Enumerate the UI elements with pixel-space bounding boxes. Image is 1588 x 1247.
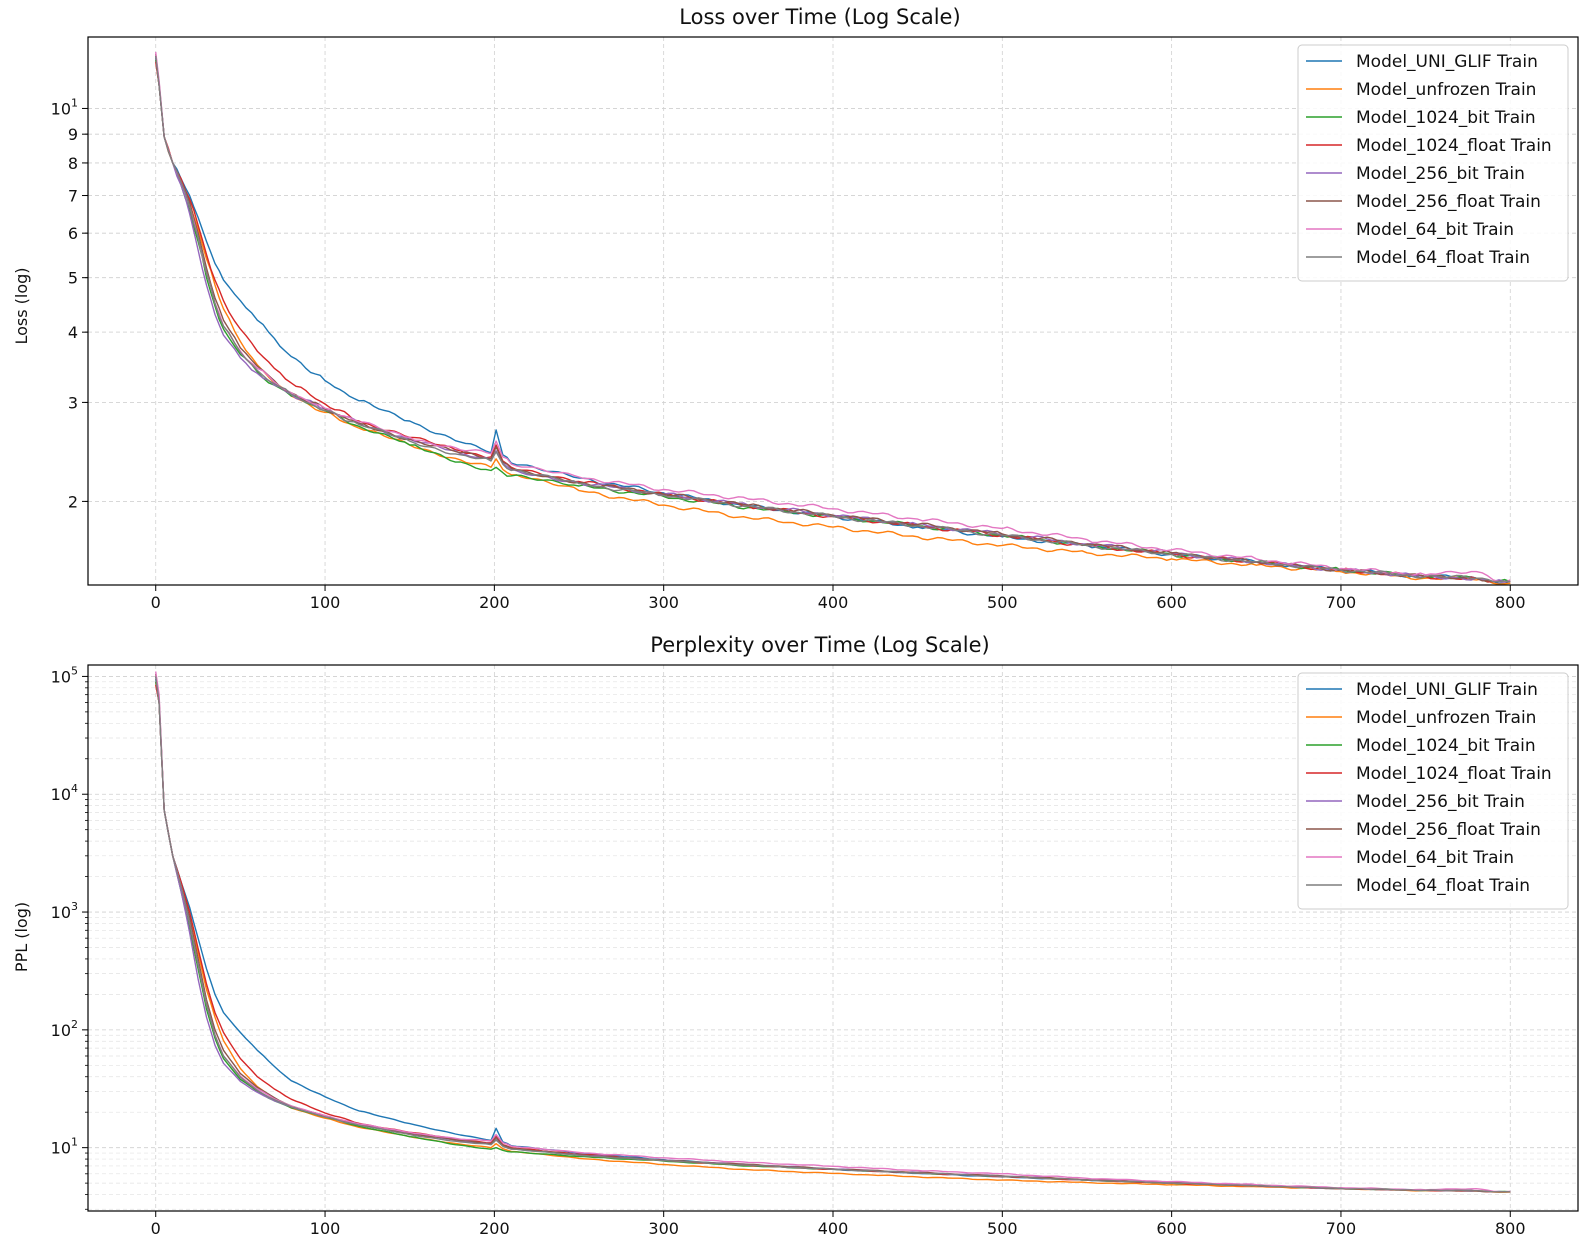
loss-legend-label: Model_64_float Train: [1356, 248, 1530, 268]
loss-legend-label: Model_1024_bit Train: [1356, 108, 1536, 128]
loss-x-tick-label: 600: [1156, 593, 1187, 612]
perplexity-series-lines: [155, 671, 1511, 1193]
perplexity-y-tick-label: 104: [51, 782, 78, 804]
perplexity-y-tick-label: 105: [51, 664, 78, 686]
loss-legend-label: Model_unfrozen Train: [1356, 80, 1536, 100]
perplexity-legend-label: Model_64_float Train: [1356, 876, 1530, 896]
perplexity-x-tick-label: 400: [818, 1219, 849, 1238]
perplexity-x-ticks: 0 100 200 300 400 500 600 700 800: [151, 1211, 1526, 1238]
perplexity-x-tick-label: 100: [310, 1219, 341, 1238]
loss-y-tick-label: 101: [51, 96, 78, 118]
loss-y-tick-label: 8: [68, 154, 78, 173]
perplexity-legend-label: Model_unfrozen Train: [1356, 708, 1536, 728]
perplexity-x-tick-label: 600: [1156, 1219, 1187, 1238]
loss-legend-label: Model_UNI_GLIF Train: [1356, 52, 1538, 72]
loss-series-line-model-64-float-train: [155, 55, 1511, 583]
perplexity-series-line-model-64-bit-train: [155, 671, 1511, 1193]
loss-series-line-model-64-bit-train: [155, 51, 1511, 583]
loss-series-lines: [155, 51, 1511, 585]
loss-legend: Model_UNI_GLIF Train Model_unfrozen Train…: [1297, 44, 1569, 282]
loss-y-tick-label: 2: [68, 492, 78, 511]
loss-chart-panel: Loss over Time (Log Scale) Loss (log) 0 1…: [12, 5, 1579, 612]
perplexity-legend-label: Model_UNI_GLIF Train: [1356, 680, 1538, 700]
perplexity-legend-label: Model_256_float Train: [1356, 820, 1541, 840]
loss-x-ticks: 0 100 200 300 400 500 600 700 800: [151, 585, 1526, 612]
perplexity-x-tick-label: 200: [479, 1219, 510, 1238]
perplexity-chart-panel: Perplexity over Time (Log Scale) PPL (lo…: [12, 633, 1579, 1238]
loss-y-tick-label: 5: [68, 269, 78, 288]
perplexity-y-tick-label: 103: [51, 900, 78, 922]
loss-y-tick-label: 3: [68, 393, 78, 412]
perplexity-x-tick-label: 300: [648, 1219, 679, 1238]
loss-y-ticks: 2 3 4 5 6 7 8 9 101: [51, 96, 88, 511]
perplexity-x-tick-label: 800: [1495, 1219, 1526, 1238]
loss-legend-label: Model_1024_float Train: [1356, 136, 1552, 156]
loss-x-tick-label: 100: [310, 593, 341, 612]
perplexity-y-tick-label: 101: [51, 1136, 78, 1158]
loss-legend-label: Model_64_bit Train: [1356, 220, 1514, 240]
perplexity-legend-box: [1297, 672, 1569, 910]
perplexity-legend-label: Model_64_bit Train: [1356, 848, 1514, 868]
loss-series-line-model-unfrozen-train: [155, 59, 1511, 585]
perplexity-legend: Model_UNI_GLIF Train Model_unfrozen Train…: [1297, 672, 1569, 910]
loss-x-tick-label: 400: [818, 593, 849, 612]
loss-y-tick-label: 4: [68, 323, 78, 342]
perplexity-x-tick-label: 700: [1326, 1219, 1357, 1238]
perplexity-y-ticks: 101 102 103 104 105: [51, 664, 88, 1210]
loss-x-tick-label: 0: [151, 593, 161, 612]
perplexity-x-tick-label: 0: [151, 1219, 161, 1238]
perplexity-x-tick-label: 500: [987, 1219, 1018, 1238]
loss-x-tick-label: 200: [479, 593, 510, 612]
loss-x-tick-label: 800: [1495, 593, 1526, 612]
loss-y-tick-label: 6: [68, 224, 78, 243]
perplexity-y-tick-label: 102: [51, 1018, 78, 1040]
loss-y-tick-label: 7: [68, 187, 78, 206]
loss-x-tick-label: 500: [987, 593, 1018, 612]
perplexity-legend-label: Model_1024_float Train: [1356, 764, 1552, 784]
loss-chart-title: Loss over Time (Log Scale): [679, 5, 960, 29]
loss-series-line-model-256-float-train: [155, 53, 1511, 583]
perplexity-series-line-model-64-float-train: [155, 676, 1511, 1193]
perplexity-chart-title: Perplexity over Time (Log Scale): [650, 633, 989, 657]
loss-x-tick-label: 700: [1326, 593, 1357, 612]
loss-legend-label: Model_256_bit Train: [1356, 164, 1525, 184]
loss-x-tick-label: 300: [648, 593, 679, 612]
loss-legend-box: [1297, 44, 1569, 282]
loss-y-axis-label: Loss (log): [12, 267, 31, 344]
perplexity-legend-label: Model_256_bit Train: [1356, 792, 1525, 812]
perplexity-y-axis-label: PPL (log): [12, 902, 31, 972]
loss-legend-label: Model_256_float Train: [1356, 192, 1541, 212]
loss-y-tick-label: 9: [68, 125, 78, 144]
perplexity-legend-label: Model_1024_bit Train: [1356, 736, 1536, 756]
